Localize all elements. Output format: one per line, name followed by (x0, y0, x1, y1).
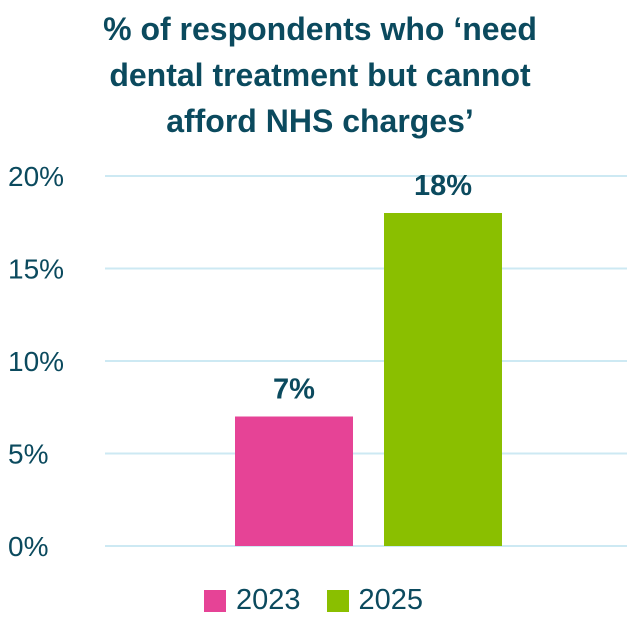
legend-item-2023: 2023 (203, 584, 301, 617)
value-label-2023: 7% (273, 374, 315, 406)
y-tick-label-15: 15% (8, 254, 64, 285)
chart-legend: 2023 2025 (0, 584, 627, 617)
bar-2023 (235, 416, 353, 546)
legend-swatch-2023 (203, 589, 226, 612)
chart-title-line-1: % of respondents who ‘need (103, 11, 537, 47)
y-tick-label-20: 20% (8, 161, 64, 192)
chart-title: % of respondents who ‘need dental treatm… (60, 6, 580, 144)
chart-title-line-3: afford NHS charges’ (166, 103, 474, 139)
legend-label-2023: 2023 (235, 584, 301, 616)
legend-swatch-2025 (326, 589, 349, 612)
value-label-2025: 18% (414, 170, 472, 202)
legend-label-2025: 2025 (358, 584, 424, 616)
chart-title-line-2: dental treatment but cannot (109, 57, 531, 93)
bar-2025 (384, 213, 502, 546)
y-tick-label-10: 10% (8, 346, 64, 377)
legend-item-2025: 2025 (326, 584, 424, 617)
y-tick-label-5: 5% (8, 439, 48, 470)
y-tick-label-0: 0% (8, 531, 48, 562)
